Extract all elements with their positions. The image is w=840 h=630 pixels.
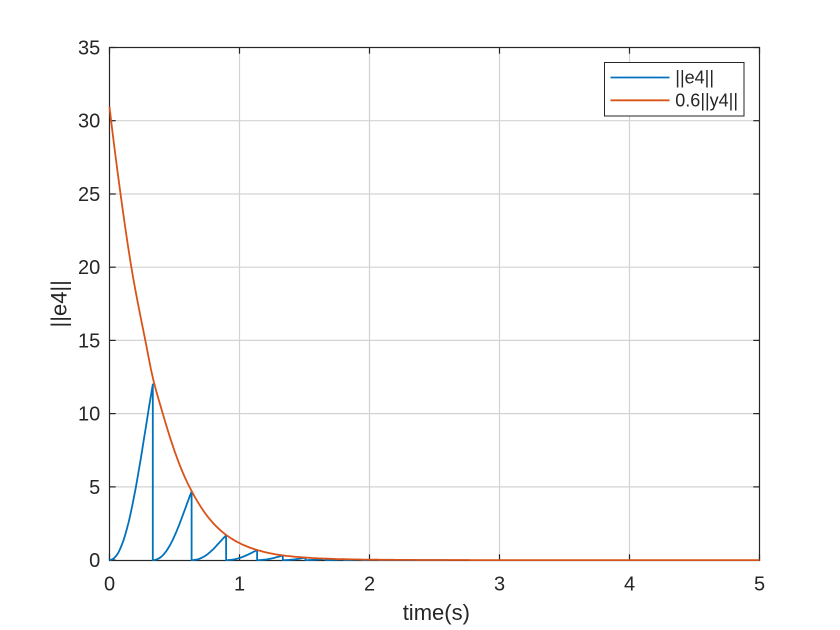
svg-text:15: 15	[78, 330, 100, 352]
svg-text:2: 2	[364, 574, 375, 596]
svg-text:20: 20	[78, 257, 100, 279]
svg-text:30: 30	[78, 111, 100, 133]
svg-text:0.6||y4||: 0.6||y4||	[675, 91, 738, 111]
svg-text:5: 5	[754, 574, 765, 596]
svg-text:||e4||: ||e4||	[675, 68, 714, 88]
svg-text:0: 0	[104, 574, 115, 596]
svg-text:3: 3	[494, 574, 505, 596]
svg-text:||e4||: ||e4||	[46, 280, 71, 327]
svg-text:0: 0	[89, 550, 100, 572]
svg-text:5: 5	[89, 477, 100, 499]
svg-text:1: 1	[234, 574, 245, 596]
svg-text:35: 35	[78, 38, 100, 60]
svg-text:25: 25	[78, 184, 100, 206]
svg-text:4: 4	[624, 574, 635, 596]
svg-text:10: 10	[78, 404, 100, 426]
svg-text:time(s): time(s)	[403, 600, 470, 625]
